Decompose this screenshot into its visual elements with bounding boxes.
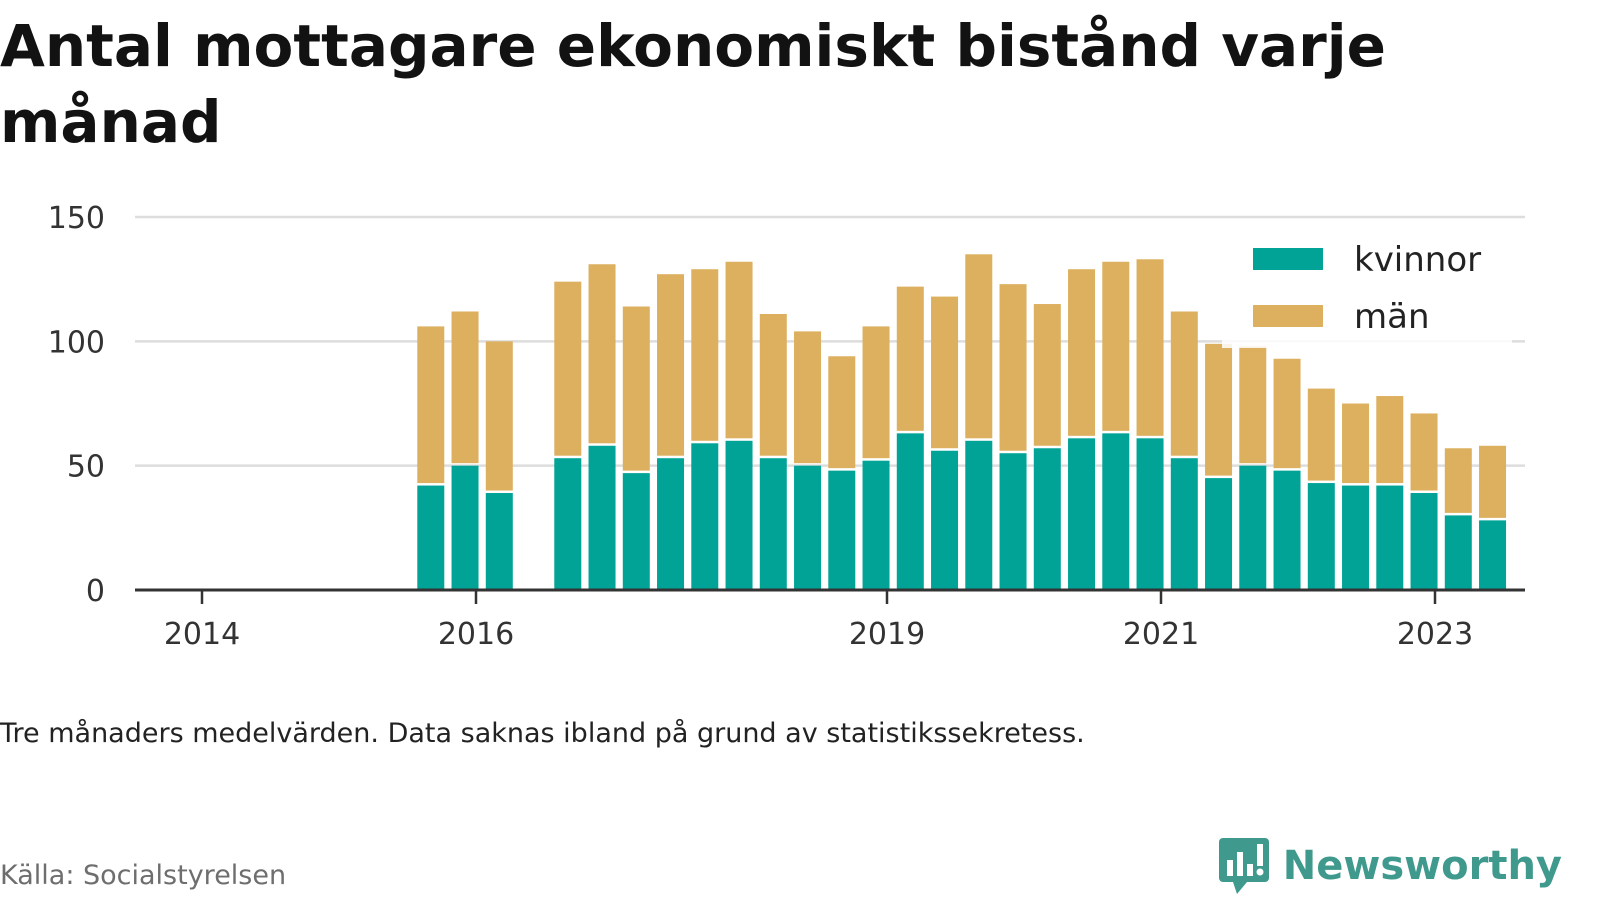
bar-kvinnor — [588, 445, 616, 590]
bar-man — [931, 296, 959, 449]
bar-man — [759, 313, 787, 456]
bar-kvinnor — [554, 458, 582, 590]
bar-man — [828, 356, 856, 469]
source-label: Källa: Socialstyrelsen — [0, 860, 287, 891]
x-tick-label: 2016 — [438, 617, 514, 652]
bar-kvinnor — [759, 458, 787, 590]
bar-man — [862, 326, 890, 459]
bar-kvinnor — [485, 493, 513, 590]
bar-man — [1102, 261, 1130, 431]
bar-kvinnor — [1376, 485, 1404, 590]
bar-kvinnor — [1205, 478, 1233, 590]
bar-kvinnor — [862, 460, 890, 590]
legend-swatch — [1253, 248, 1323, 270]
bar-man — [1033, 304, 1061, 446]
legend-label: män — [1354, 297, 1430, 337]
bar-kvinnor — [725, 440, 753, 590]
bar-man — [896, 286, 924, 431]
newsworthy-logo-icon — [1218, 838, 1269, 894]
y-tick-label: 100 — [48, 325, 105, 360]
bar-kvinnor — [622, 473, 650, 590]
chart-note: Tre månaders medelvärden. Data saknas ib… — [0, 718, 1085, 749]
x-tick-label: 2014 — [164, 617, 240, 652]
bar-man — [1444, 448, 1472, 513]
bar-man — [1239, 346, 1267, 464]
x-tick-label: 2023 — [1397, 617, 1473, 652]
bar-man — [485, 341, 513, 491]
bar-kvinnor — [657, 458, 685, 590]
chart-title: Antal mottagare ekonomiskt bistånd varje… — [0, 12, 1386, 156]
brand-logo[interactable]: Newsworthy — [1218, 838, 1562, 894]
bar-man — [1410, 413, 1438, 491]
bar-man — [1342, 403, 1370, 484]
bar-man — [622, 306, 650, 471]
bar-man — [1205, 343, 1233, 476]
bar-kvinnor — [1102, 433, 1130, 590]
bar-man — [1136, 259, 1164, 436]
bar-man — [999, 284, 1027, 451]
bar-man — [725, 261, 753, 439]
bar-kvinnor — [1273, 470, 1301, 590]
bar-man — [1068, 269, 1096, 436]
bar-man — [1307, 388, 1335, 481]
bar-man — [1170, 311, 1198, 456]
bar-man — [657, 274, 685, 456]
bar-kvinnor — [794, 465, 822, 590]
bar-kvinnor — [417, 485, 445, 590]
bar-man — [554, 281, 582, 456]
bar-man — [1479, 445, 1507, 518]
bar-man — [1273, 358, 1301, 469]
bar-kvinnor — [896, 433, 924, 590]
legend-label: kvinnor — [1354, 240, 1481, 280]
bar-kvinnor — [999, 453, 1027, 590]
bar-kvinnor — [1307, 483, 1335, 590]
bar-kvinnor — [965, 440, 993, 590]
bar-man — [588, 264, 616, 444]
bar-kvinnor — [1342, 485, 1370, 590]
bar-kvinnor — [828, 470, 856, 590]
bar-kvinnor — [691, 443, 719, 590]
x-tick-label: 2021 — [1123, 617, 1199, 652]
bar-kvinnor — [931, 450, 959, 590]
y-tick-label: 50 — [67, 450, 105, 485]
bar-kvinnor — [1068, 438, 1096, 590]
bar-man — [1376, 396, 1404, 484]
bar-man — [965, 254, 993, 439]
bar-man — [794, 331, 822, 464]
bar-kvinnor — [451, 465, 479, 590]
bar-kvinnor — [1136, 438, 1164, 590]
y-tick-label: 150 — [48, 201, 105, 236]
legend-swatch — [1253, 305, 1323, 327]
bar-man — [417, 326, 445, 484]
bar-man — [691, 269, 719, 441]
x-tick-label: 2019 — [849, 617, 925, 652]
bar-kvinnor — [1033, 448, 1061, 590]
bar-man — [451, 311, 479, 464]
brand-name: Newsworthy — [1282, 843, 1562, 889]
y-tick-label: 0 — [86, 574, 105, 609]
bar-kvinnor — [1410, 493, 1438, 590]
bar-kvinnor — [1239, 465, 1267, 590]
bar-kvinnor — [1444, 515, 1472, 590]
bars — [417, 254, 1507, 590]
bar-kvinnor — [1170, 458, 1198, 590]
legend: kvinnor män — [1222, 228, 1512, 348]
axes: 0 50 100 150 2014 2016 2019 2021 2023 — [48, 201, 1525, 652]
bar-kvinnor — [1479, 520, 1507, 590]
